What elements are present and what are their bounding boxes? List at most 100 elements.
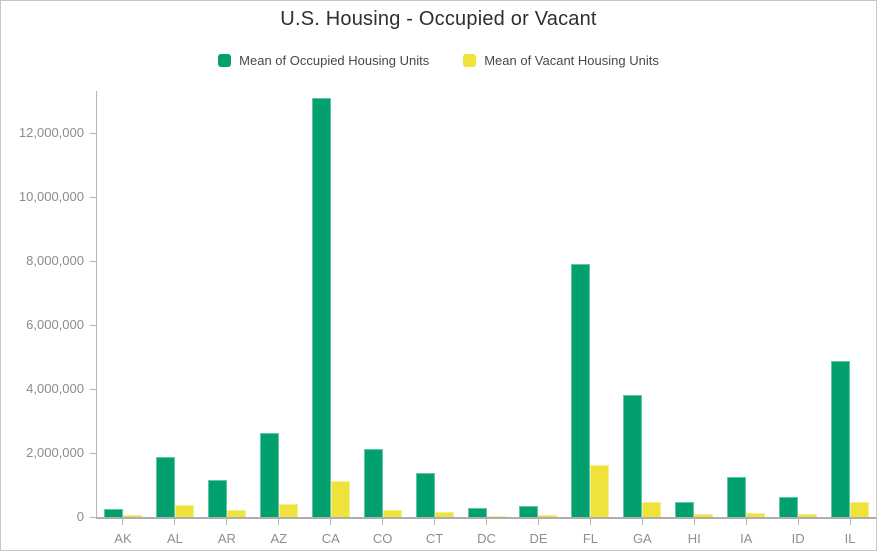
x-axis-label: IA	[740, 531, 753, 546]
x-axis-tick	[589, 519, 591, 525]
bar-group-co	[357, 91, 409, 517]
x-axis-tick	[122, 519, 124, 525]
bar-group-al	[149, 91, 201, 517]
bar-group-hi	[668, 91, 720, 517]
y-axis-tick	[90, 324, 96, 326]
bar-occupied-il[interactable]	[831, 361, 851, 517]
bar-group-id	[772, 91, 824, 517]
legend-label: Mean of Vacant Housing Units	[484, 53, 659, 68]
y-axis-label: 2,000,000	[26, 445, 84, 460]
bar-occupied-co[interactable]	[363, 449, 383, 517]
bar-vacant-al[interactable]	[174, 505, 194, 517]
plot-area: 0 2,000,000 4,000,000 6,000,000 8,000,000 10,…	[19, 91, 876, 524]
bar-vacant-az[interactable]	[278, 504, 298, 517]
bar-vacant-hi[interactable]	[694, 514, 714, 517]
x-axis-label: AL	[166, 531, 183, 546]
bar-group-ga	[616, 91, 668, 517]
bar-group-fl	[564, 91, 616, 517]
bar-group-ca	[305, 91, 357, 517]
x-axis-cell: CO	[357, 519, 409, 546]
x-axis-label: FL	[582, 531, 598, 546]
x-axis-tick	[382, 519, 384, 525]
x-axis-cell: ID	[772, 519, 824, 546]
y-axis-tick	[90, 452, 96, 454]
bar-group-de	[513, 91, 565, 517]
legend-item-vacant[interactable]: Mean of Vacant Housing Units	[463, 53, 659, 68]
y-axis-label: 10,000,000	[18, 189, 84, 204]
x-axis-cell: AL	[149, 519, 201, 546]
y-axis-label: 0	[76, 509, 84, 524]
y-axis-label: 8,000,000	[26, 253, 84, 268]
y-axis-tick	[90, 196, 96, 198]
bar-vacant-ga[interactable]	[642, 502, 662, 517]
x-axis-label: IL	[844, 531, 856, 546]
bar-vacant-dc[interactable]	[486, 516, 506, 517]
bar-vacant-il[interactable]	[850, 502, 870, 517]
bar-vacant-ca[interactable]	[330, 481, 350, 517]
x-axis-tick	[486, 519, 488, 525]
x-axis-tick	[278, 519, 280, 525]
x-axis-label: ID	[791, 531, 805, 546]
bar-occupied-hi[interactable]	[675, 502, 695, 517]
bar-group-dc	[461, 91, 513, 517]
x-axis-tick	[330, 519, 332, 525]
bar-vacant-id[interactable]	[798, 514, 818, 517]
x-axis-tick	[226, 519, 228, 525]
bar-vacant-de[interactable]	[538, 515, 558, 517]
x-axis-tick	[537, 519, 539, 525]
bar-occupied-ca[interactable]	[311, 98, 331, 517]
bar-group-il	[824, 91, 876, 517]
bar-occupied-fl[interactable]	[571, 264, 591, 517]
y-axis-tick	[90, 132, 96, 134]
bar-group-az	[253, 91, 305, 517]
x-axis-tick	[434, 519, 436, 525]
bar-occupied-ak[interactable]	[103, 509, 123, 517]
x-axis-cell: IA	[720, 519, 772, 546]
bar-group-ar	[201, 91, 253, 517]
bar-occupied-id[interactable]	[779, 497, 799, 517]
bar-occupied-ia[interactable]	[727, 477, 747, 517]
x-axis-cell: CT	[409, 519, 461, 546]
bars-container	[97, 91, 876, 517]
bar-occupied-az[interactable]	[259, 433, 279, 517]
bar-vacant-co[interactable]	[382, 510, 402, 517]
legend-item-occupied[interactable]: Mean of Occupied Housing Units	[218, 53, 429, 68]
x-axis-label: CO	[372, 531, 393, 546]
x-axis-cell: GA	[616, 519, 668, 546]
x-axis-label: CT	[425, 531, 444, 546]
bar-occupied-ar[interactable]	[207, 480, 227, 517]
x-axis-label: AZ	[270, 531, 288, 546]
x-axis-cell: DE	[513, 519, 565, 546]
legend-swatch-occupied	[218, 54, 232, 67]
x-axis-cell: AZ	[253, 519, 305, 546]
x-axis-tick	[693, 519, 695, 525]
bar-occupied-dc[interactable]	[467, 508, 487, 517]
bar-vacant-ia[interactable]	[746, 513, 766, 517]
x-axis-label: AR	[217, 531, 236, 546]
x-axis-cell: DC	[461, 519, 513, 546]
y-axis-tick	[90, 388, 96, 390]
bar-occupied-al[interactable]	[155, 457, 175, 517]
bar-vacant-ct[interactable]	[434, 512, 454, 517]
x-axis-cell: AK	[97, 519, 149, 546]
chart-title: U.S. Housing - Occupied or Vacant	[280, 8, 597, 30]
y-axis-tick	[90, 516, 96, 518]
bar-occupied-de[interactable]	[519, 506, 539, 517]
x-axis-tick	[849, 519, 851, 525]
x-axis-cell: HI	[668, 519, 720, 546]
bar-vacant-ak[interactable]	[122, 515, 142, 517]
bar-vacant-ar[interactable]	[226, 510, 246, 517]
bar-occupied-ct[interactable]	[415, 473, 435, 517]
x-axis-cell: FL	[564, 519, 616, 546]
legend-label: Mean of Occupied Housing Units	[239, 53, 430, 68]
y-axis-label: 12,000,000	[18, 125, 84, 140]
x-axis-tick	[641, 519, 643, 525]
bar-vacant-fl[interactable]	[590, 465, 610, 517]
x-axis-label: AK	[114, 531, 132, 546]
y-axis-label: 6,000,000	[26, 317, 84, 332]
bar-occupied-ga[interactable]	[623, 395, 643, 517]
bar-group-ia	[720, 91, 772, 517]
x-axis-label: DC	[477, 531, 496, 546]
y-axis-label: 4,000,000	[26, 381, 84, 396]
x-axis-label: GA	[632, 531, 652, 546]
